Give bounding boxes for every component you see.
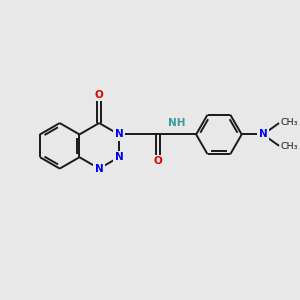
Text: N: N	[259, 129, 268, 140]
Text: N: N	[115, 152, 123, 162]
Text: CH₃: CH₃	[280, 142, 298, 151]
Text: N: N	[95, 164, 103, 174]
Text: O: O	[154, 156, 163, 166]
Text: N: N	[115, 129, 123, 140]
Text: CH₃: CH₃	[280, 118, 298, 127]
Text: O: O	[95, 90, 103, 100]
Text: NH: NH	[168, 118, 185, 128]
